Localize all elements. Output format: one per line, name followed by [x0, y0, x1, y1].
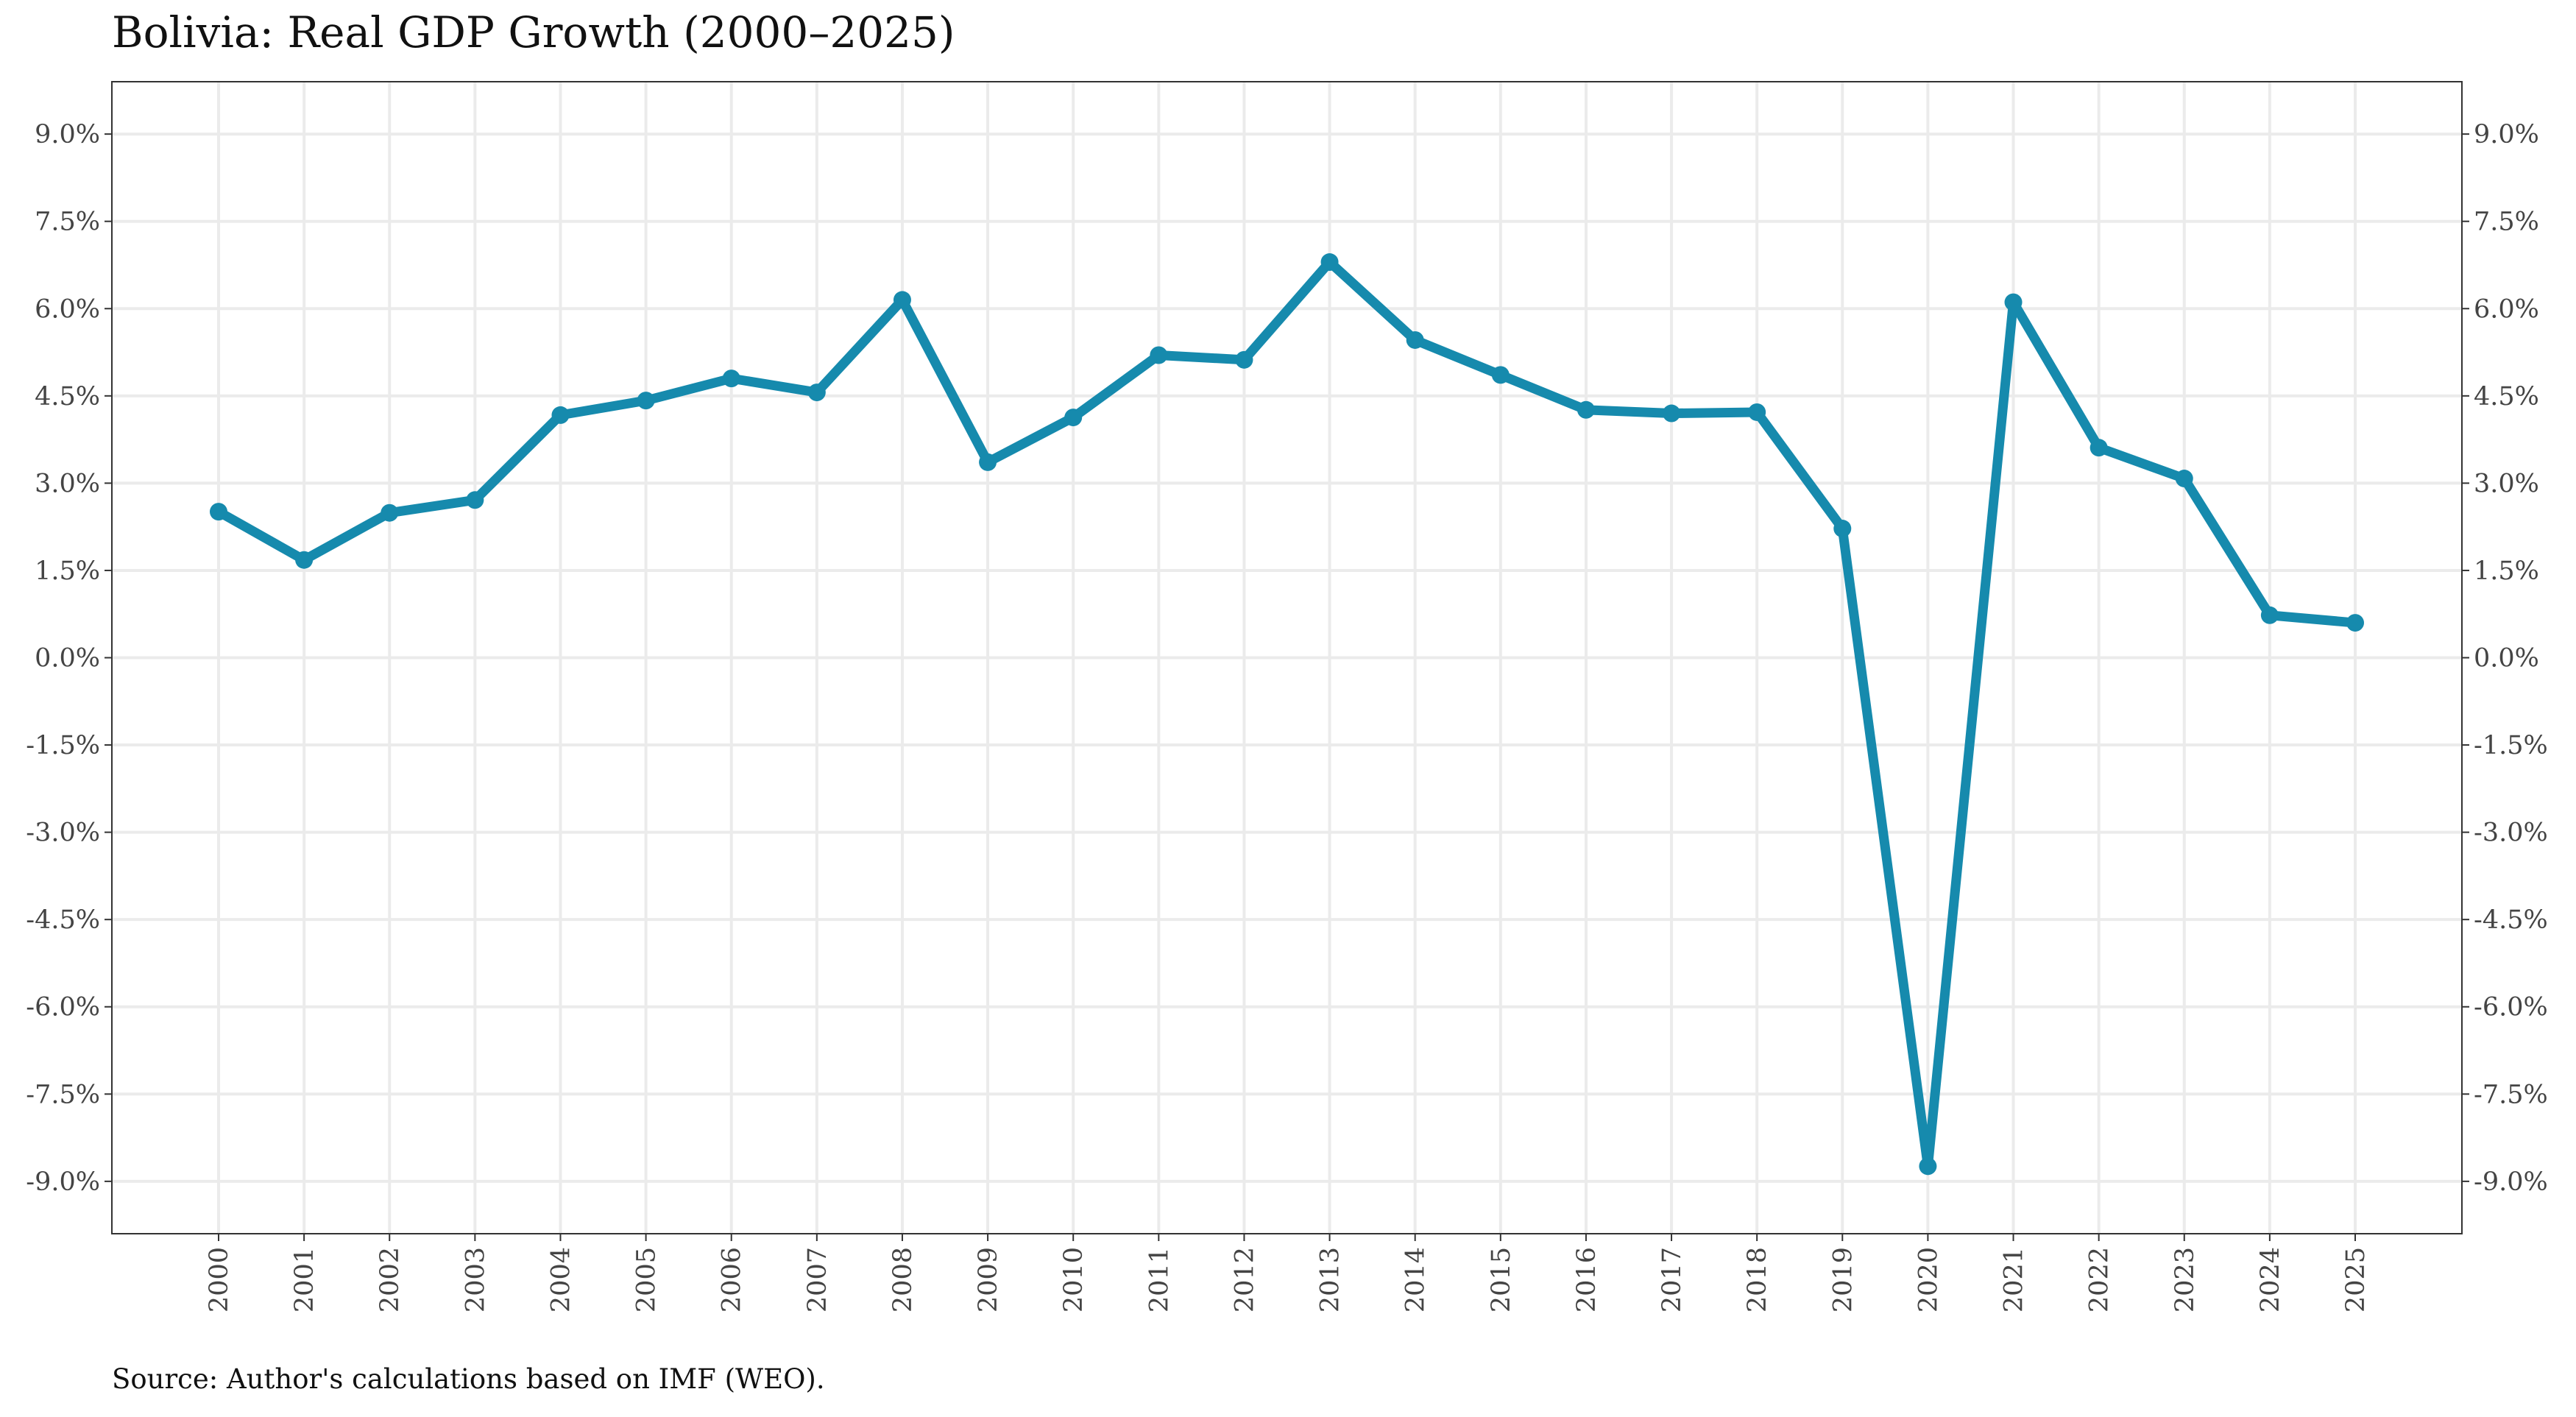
- data-point: [1235, 350, 1253, 369]
- y-tick-label-right: 4.5%: [2474, 382, 2539, 411]
- x-tick-label: 2004: [546, 1247, 576, 1312]
- y-tick-label-left: -6.0%: [26, 993, 100, 1022]
- y-tick-label-left: -1.5%: [26, 731, 100, 760]
- y-tick-label-right: -3.0%: [2474, 819, 2548, 848]
- y-tick-label-right: -6.0%: [2474, 993, 2548, 1022]
- data-point: [210, 503, 227, 521]
- data-point: [1150, 346, 1168, 364]
- y-tick-label-right: -7.5%: [2474, 1080, 2548, 1109]
- y-tick-label-left: 4.5%: [35, 382, 100, 411]
- x-tick-label: 2002: [375, 1247, 405, 1312]
- data-point: [722, 370, 740, 388]
- chart-title: Bolivia: Real GDP Growth (2000–2025): [112, 7, 955, 57]
- data-point: [1748, 403, 1766, 421]
- data-point: [295, 551, 314, 569]
- data-point: [979, 453, 997, 471]
- y-tick-label-left: 3.0%: [35, 469, 100, 498]
- x-tick-label: 2023: [2170, 1247, 2200, 1312]
- data-point: [1577, 400, 1595, 419]
- x-tick-label: 2009: [974, 1247, 1003, 1312]
- x-tick-label: 2014: [1401, 1247, 1431, 1312]
- x-tick-label: 2024: [2256, 1247, 2285, 1312]
- y-tick-label-right: 0.0%: [2474, 644, 2539, 674]
- x-tick-label: 2000: [205, 1247, 234, 1312]
- data-point: [2090, 439, 2108, 457]
- data-point: [2346, 614, 2364, 632]
- data-point: [1833, 520, 1852, 538]
- y-tick-label-left: -4.5%: [26, 905, 100, 935]
- y-tick-label-right: -4.5%: [2474, 905, 2548, 935]
- y-tick-label-right: 6.0%: [2474, 294, 2539, 324]
- x-tick-label: 2003: [461, 1247, 490, 1312]
- y-tick-label-right: 1.5%: [2474, 556, 2539, 586]
- y-tick-label-left: -7.5%: [26, 1080, 100, 1109]
- data-point: [2175, 470, 2193, 488]
- x-tick-label: 2020: [1914, 1247, 1943, 1312]
- x-tick-label: 2006: [718, 1247, 747, 1312]
- x-tick-label: 2010: [1059, 1247, 1089, 1312]
- y-tick-label-right: 7.5%: [2474, 208, 2539, 237]
- data-point: [893, 291, 911, 309]
- x-tick-label: 2019: [1828, 1247, 1858, 1312]
- x-tick-label: 2005: [632, 1247, 662, 1312]
- source-note: Source: Author's calculations based on I…: [112, 1363, 825, 1395]
- data-point: [1406, 331, 1424, 349]
- x-tick-label: 2011: [1144, 1247, 1174, 1312]
- x-tick-label: 2007: [803, 1247, 832, 1312]
- y-tick-label-left: -9.0%: [26, 1167, 100, 1197]
- data-point: [2260, 606, 2279, 624]
- data-point: [1919, 1157, 1937, 1176]
- y-tick-label-right: 3.0%: [2474, 469, 2539, 498]
- y-tick-label-left: 0.0%: [35, 644, 100, 674]
- y-tick-label-right: -9.0%: [2474, 1167, 2548, 1197]
- series-layer: [210, 253, 2364, 1176]
- data-point: [466, 491, 484, 509]
- x-tick-label: 2001: [290, 1247, 319, 1312]
- y-tick-label-left: -3.0%: [26, 819, 100, 848]
- data-point: [1320, 253, 1339, 272]
- x-tick-label: 2008: [888, 1247, 918, 1312]
- y-tick-label-right: 9.0%: [2474, 120, 2539, 149]
- y-tick-label-left: 9.0%: [35, 120, 100, 149]
- y-tick-label-right: -1.5%: [2474, 731, 2548, 760]
- data-point: [1491, 366, 1510, 384]
- x-tick-label: 2016: [1572, 1247, 1602, 1312]
- axis-layer: -9.0% -9.0% -7.5% -7.5% -6.0% -6.0% -4.5% -4.5%…: [26, 120, 2548, 1312]
- x-tick-label: 2021: [2000, 1247, 2029, 1312]
- data-point: [1064, 409, 1083, 427]
- y-tick-label-left: 7.5%: [35, 208, 100, 237]
- y-tick-label-left: 1.5%: [35, 556, 100, 586]
- y-tick-label-left: 6.0%: [35, 294, 100, 324]
- grid-layer: [112, 82, 2462, 1234]
- data-point: [807, 384, 826, 402]
- data-point: [1663, 404, 1681, 423]
- data-point: [551, 406, 570, 424]
- x-tick-label: 2025: [2341, 1247, 2371, 1312]
- data-point: [381, 503, 399, 522]
- x-tick-label: 2022: [2085, 1247, 2115, 1312]
- x-tick-label: 2017: [1657, 1247, 1687, 1312]
- x-tick-label: 2015: [1487, 1247, 1516, 1312]
- data-point: [2004, 293, 2023, 311]
- x-tick-label: 2013: [1316, 1247, 1345, 1312]
- series-line: [213, 257, 2360, 1171]
- x-tick-label: 2018: [1743, 1247, 1772, 1312]
- data-point: [637, 392, 655, 410]
- x-tick-label: 2012: [1230, 1247, 1259, 1312]
